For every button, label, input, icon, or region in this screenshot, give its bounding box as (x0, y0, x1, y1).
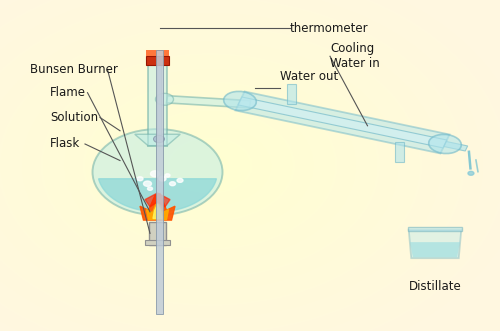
Text: Cooling
Water in: Cooling Water in (330, 42, 380, 70)
Circle shape (144, 181, 152, 186)
Polygon shape (444, 141, 468, 151)
Circle shape (156, 93, 174, 105)
Polygon shape (396, 142, 404, 162)
Polygon shape (409, 230, 461, 258)
Polygon shape (148, 60, 167, 146)
Circle shape (468, 171, 474, 175)
Circle shape (170, 182, 175, 186)
Text: Solution: Solution (50, 111, 98, 124)
Polygon shape (287, 84, 296, 104)
Polygon shape (153, 204, 162, 218)
Polygon shape (166, 96, 250, 108)
Circle shape (159, 176, 166, 181)
Polygon shape (146, 200, 169, 219)
Polygon shape (98, 179, 216, 212)
Polygon shape (146, 50, 169, 56)
Text: Flask: Flask (50, 137, 80, 151)
Polygon shape (135, 134, 180, 146)
Polygon shape (145, 240, 170, 245)
Text: Bunsen Burner: Bunsen Burner (30, 63, 118, 76)
Polygon shape (236, 91, 450, 154)
Circle shape (150, 171, 160, 177)
Polygon shape (156, 50, 162, 314)
Polygon shape (156, 65, 162, 139)
Circle shape (92, 129, 222, 215)
Polygon shape (140, 194, 175, 220)
Ellipse shape (428, 134, 462, 154)
Ellipse shape (224, 91, 256, 111)
Circle shape (165, 174, 170, 177)
Polygon shape (238, 97, 447, 148)
Text: Distillate: Distillate (408, 280, 462, 293)
Circle shape (177, 178, 183, 182)
Text: Water out: Water out (280, 70, 338, 83)
Polygon shape (410, 242, 460, 257)
Polygon shape (146, 56, 169, 65)
Text: Flame: Flame (50, 86, 86, 99)
Polygon shape (149, 222, 166, 245)
Circle shape (137, 177, 143, 181)
Circle shape (154, 135, 164, 143)
Circle shape (148, 187, 152, 190)
Polygon shape (145, 193, 170, 207)
Text: thermometer: thermometer (290, 22, 368, 35)
Polygon shape (408, 227, 462, 231)
